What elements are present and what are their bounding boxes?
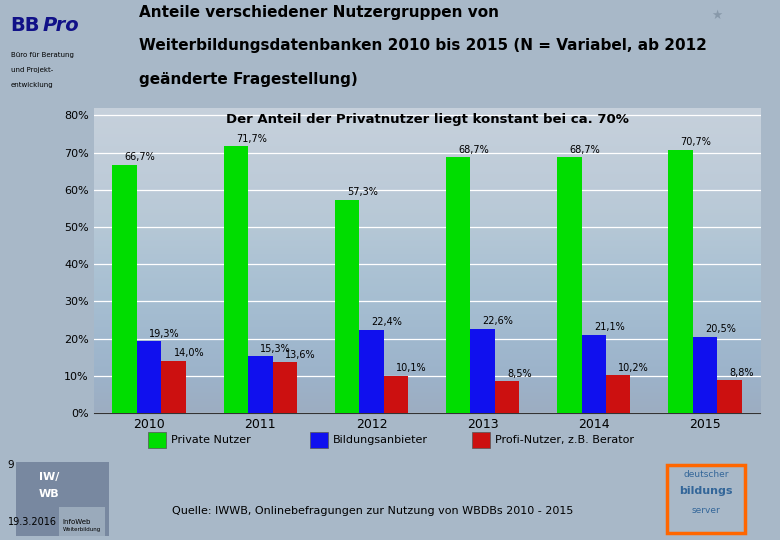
Text: Anteile verschiedener Nutzergruppen von: Anteile verschiedener Nutzergruppen von (139, 5, 498, 21)
Bar (224, 146, 248, 413)
Bar (137, 341, 161, 413)
Bar (148, 432, 165, 448)
Text: Quelle: IWWB, Onlinebefragungen zur Nutzung von WBDBs 2010 - 2015: Quelle: IWWB, Onlinebefragungen zur Nutz… (172, 505, 573, 516)
Text: geänderte Fragestellung): geänderte Fragestellung) (139, 72, 357, 87)
Text: 10,1%: 10,1% (396, 363, 427, 373)
Bar (58, 507, 105, 536)
Bar (717, 380, 742, 413)
Text: Weiterbildungsdatenbanken 2010 bis 2015 (N = Variabel, ab 2012: Weiterbildungsdatenbanken 2010 bis 2015 … (139, 38, 707, 53)
Text: 66,7%: 66,7% (125, 152, 155, 163)
Text: 22,6%: 22,6% (483, 316, 513, 326)
Text: bildungs: bildungs (679, 487, 732, 496)
Text: 68,7%: 68,7% (569, 145, 600, 155)
Text: Pro: Pro (42, 16, 79, 35)
Text: deutscher: deutscher (683, 470, 729, 479)
Bar (472, 432, 490, 448)
Bar (557, 158, 582, 413)
Text: 21,1%: 21,1% (594, 322, 625, 332)
Text: 57,3%: 57,3% (347, 187, 378, 197)
Text: 20,5%: 20,5% (705, 324, 736, 334)
Bar (582, 335, 606, 413)
Text: BB: BB (11, 16, 40, 35)
Text: Private Nutzer: Private Nutzer (171, 435, 250, 445)
Bar (693, 337, 717, 413)
Bar (384, 375, 408, 413)
Text: 13,6%: 13,6% (285, 350, 315, 360)
Text: Profi-Nutzer, z.B. Berator: Profi-Nutzer, z.B. Berator (495, 435, 634, 445)
Text: Weiterbildung: Weiterbildung (62, 528, 101, 532)
Text: 22,4%: 22,4% (371, 317, 402, 327)
Bar (16, 462, 109, 536)
Bar (272, 362, 297, 413)
Bar (360, 330, 384, 413)
Bar (335, 200, 360, 413)
Bar (667, 464, 745, 534)
Text: IW/: IW/ (39, 472, 59, 482)
Text: ★: ★ (711, 9, 723, 22)
Text: 15,3%: 15,3% (261, 343, 291, 354)
Text: server: server (692, 506, 720, 515)
Text: 19.3.2016: 19.3.2016 (8, 517, 57, 526)
Bar (112, 165, 137, 413)
Bar (446, 158, 470, 413)
Text: und Projekt-: und Projekt- (11, 67, 53, 73)
Bar (668, 150, 693, 413)
Text: Büro für Beratung: Büro für Beratung (11, 52, 73, 58)
Text: InfoWeb: InfoWeb (62, 518, 90, 524)
Bar (495, 381, 519, 413)
Text: 8,5%: 8,5% (507, 369, 532, 379)
Text: 14,0%: 14,0% (174, 348, 204, 359)
Text: 71,7%: 71,7% (236, 134, 267, 144)
Text: 10,2%: 10,2% (619, 362, 649, 373)
Text: Der Anteil der Privatnutzer liegt konstant bei ca. 70%: Der Anteil der Privatnutzer liegt konsta… (225, 112, 629, 126)
Bar (248, 356, 272, 413)
Text: Bildungsanbieter: Bildungsanbieter (333, 435, 428, 445)
Text: 8,8%: 8,8% (729, 368, 754, 378)
Text: 19,3%: 19,3% (149, 329, 180, 339)
Text: 70,7%: 70,7% (680, 138, 711, 147)
Text: WB: WB (39, 489, 59, 499)
Bar (161, 361, 186, 413)
Text: entwicklung: entwicklung (11, 82, 53, 88)
Bar (310, 432, 328, 448)
Text: 9: 9 (8, 460, 14, 470)
Bar (470, 329, 495, 413)
Bar (606, 375, 630, 413)
Text: 68,7%: 68,7% (458, 145, 489, 155)
